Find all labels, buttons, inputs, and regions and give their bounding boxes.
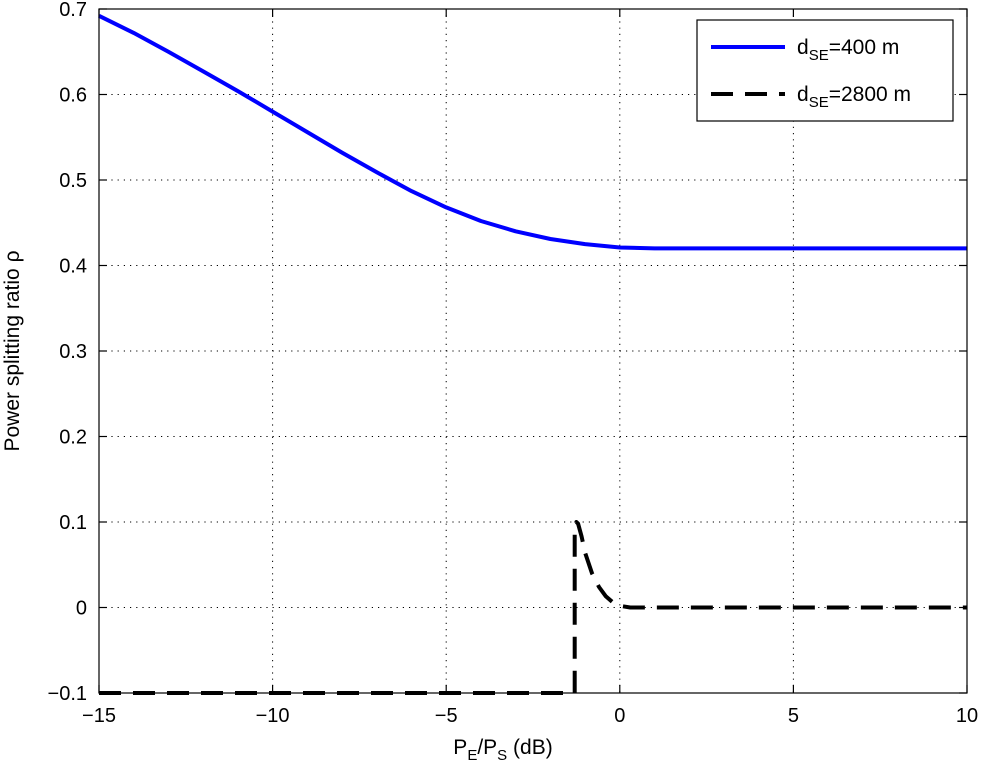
x-tick-label: 10 (956, 705, 978, 727)
x-tick-label: −5 (435, 705, 458, 727)
y-tick-label: 0.4 (59, 256, 87, 278)
y-tick-label: −0.1 (48, 683, 87, 705)
legend-400m-sub: SE (809, 47, 829, 64)
legend-2800m-main: d (797, 83, 809, 106)
y-tick-label: 0.2 (59, 427, 87, 449)
legend: dSE=400 m dSE=2800 m (696, 19, 954, 122)
x-axis-label-mid: /P (477, 736, 497, 759)
y-tick-label: 0.5 (59, 170, 87, 192)
y-tick-label: 0.6 (59, 85, 87, 107)
axis-ticks (98, 8, 968, 694)
y-tick-label: 0.3 (59, 341, 87, 363)
x-axis-label-tail: (dB) (507, 736, 553, 759)
legend-label-400m: dSE=400 m (797, 36, 899, 64)
y-tick-label: 0.1 (59, 512, 87, 534)
x-tick-label: −10 (256, 705, 290, 727)
x-tick-label: 0 (614, 705, 625, 727)
x-axis-label-main: P (453, 736, 467, 759)
legend-box (696, 19, 954, 122)
x-tick-label: −15 (82, 705, 116, 727)
y-tick-label: 0.7 (59, 0, 87, 21)
x-axis-label-sub1: E (467, 747, 477, 764)
grid-lines (99, 9, 967, 693)
legend-2800m-sub: SE (809, 94, 829, 111)
x-tick-label: 5 (788, 705, 799, 727)
series-line-400m (98, 14, 967, 251)
x-axis-label-sub2: S (497, 747, 507, 764)
y-axis-label: Power splitting ratio ρ (1, 250, 24, 451)
x-axis-label: PE/PS (dB) (453, 736, 552, 764)
y-tick-label: 0 (76, 598, 87, 620)
legend-400m-tail: =400 m (829, 36, 900, 59)
legend-400m-main: d (797, 36, 809, 59)
legend-2800m-tail: =2800 m (829, 83, 911, 106)
legend-label-2800m: dSE=2800 m (797, 83, 911, 111)
tick-labels: −15 −10 −5 0 5 10 −0.1 0 0.1 0.2 0.3 0.4 0.5 0.6 0.7 (48, 0, 979, 727)
